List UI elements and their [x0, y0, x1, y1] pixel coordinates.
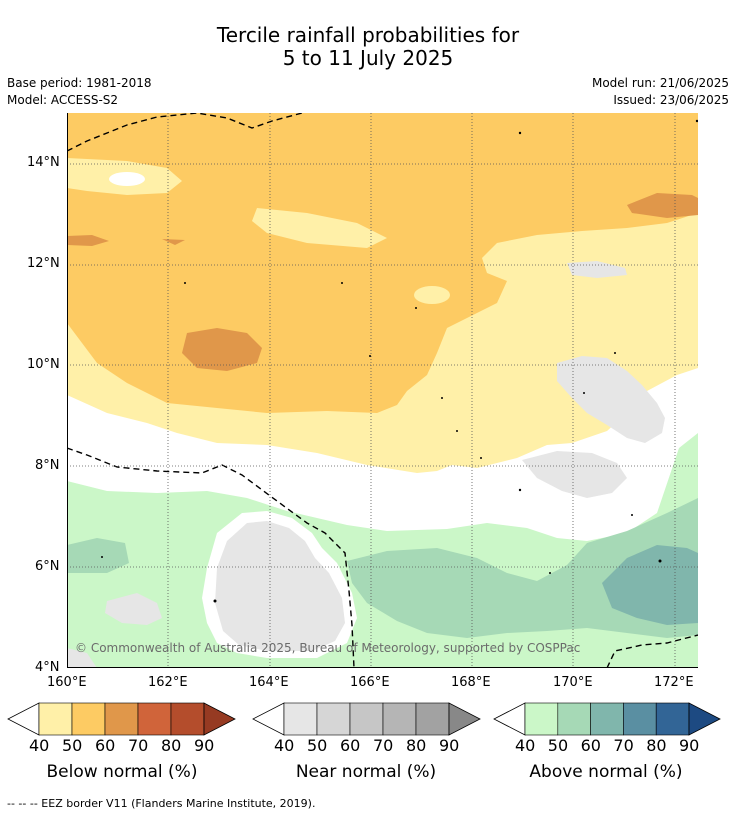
below-normal-60-region-4	[162, 239, 185, 245]
colorbar-segment	[557, 702, 591, 736]
colorbar-tick-label: 70	[373, 736, 394, 755]
near-normal-region-east	[557, 356, 665, 443]
colorbar-under-arrow	[493, 702, 526, 736]
lon-tick-162: 162°E	[148, 675, 188, 690]
gridlines	[67, 113, 698, 668]
copyright-text: © Commonwealth of Australia 2025, Bureau…	[75, 641, 581, 655]
colorbar-segment	[623, 702, 657, 736]
colorbar-tick-label: 40	[274, 736, 295, 755]
colorbar-segment	[524, 702, 559, 736]
lon-tick-166: 166°E	[350, 675, 390, 690]
above-normal-60-region	[602, 545, 698, 625]
lon-tick-164: 164°E	[249, 675, 289, 690]
colorbar-over-arrow	[203, 702, 236, 736]
below-normal-60-region-2	[627, 193, 698, 218]
near-normal-small	[105, 593, 162, 625]
colorbar-over-arrow	[448, 702, 481, 736]
colorbar-segment	[415, 702, 450, 736]
colorbar-tick-label: 70	[128, 736, 149, 755]
colorbar-tick-label: 60	[95, 736, 116, 755]
model-run: Model run: 21/06/2025	[591, 76, 729, 90]
near-normal-region-west-grey	[215, 521, 345, 651]
eez-footnote: -- -- -- EEZ border V11 (Flanders Marine…	[7, 797, 316, 810]
colorbar-0	[7, 702, 236, 736]
colorbar-tick-label: 80	[406, 736, 427, 755]
colorbar-tick-label: 80	[161, 736, 182, 755]
colorbar-segment	[349, 702, 384, 736]
colorbar-segment	[316, 702, 351, 736]
model-name: Model: ACCESS-S2	[7, 93, 119, 107]
base-period: Base period: 1981-2018	[7, 76, 152, 90]
eez-border-southeast	[606, 634, 698, 668]
colorbar-tick-label: 40	[515, 736, 536, 755]
white-hole	[109, 172, 145, 186]
colorbar-segment	[655, 702, 690, 736]
probability-map: © Commonwealth of Australia 2025, Bureau…	[67, 113, 698, 668]
colorbar-tick-label: 80	[646, 736, 667, 755]
near-normal-small-2	[67, 648, 97, 668]
colorbar-tick-label: 50	[307, 736, 328, 755]
title-line-2: 5 to 11 July 2025	[282, 46, 454, 70]
below-normal-40-blob	[414, 286, 450, 304]
issued-date: Issued: 23/06/2025	[613, 93, 729, 107]
lat-tick-12: 12°N	[27, 256, 60, 271]
map-frame	[67, 113, 698, 668]
lat-tick-6: 6°N	[35, 559, 60, 574]
colorbar-segment	[283, 702, 318, 736]
lon-tick-170: 170°E	[553, 675, 593, 690]
lon-tick-172: 172°E	[654, 675, 694, 690]
colorbar-tick-label: 90	[194, 736, 215, 755]
colorbar-segment	[71, 702, 106, 736]
colorbar-segment	[104, 702, 139, 736]
colorbar-1	[252, 702, 481, 736]
colorbar-tick-label: 60	[340, 736, 361, 755]
colorbar-tick-label: 60	[580, 736, 601, 755]
colorbar-over-arrow	[688, 702, 721, 736]
colorbar-segment	[38, 702, 73, 736]
colorbar-tick-label: 70	[613, 736, 634, 755]
colorbar-2	[493, 702, 721, 736]
title-line-1: Tercile rainfall probabilities for	[216, 23, 520, 47]
colorbar-segment	[170, 702, 205, 736]
below-normal-40-inlet-2	[252, 208, 387, 248]
lat-tick-8: 8°N	[35, 458, 60, 473]
colorbar-tick-label: 90	[679, 736, 700, 755]
eez-border-southwest	[67, 447, 355, 668]
near-normal-region-northeast	[567, 261, 627, 278]
colorbar-segment	[590, 702, 624, 736]
colorbar-under-arrow	[7, 702, 40, 736]
colorbar-title-above: Above normal (%)	[529, 762, 683, 782]
below-normal-60-region-3	[67, 235, 109, 246]
colorbar-tick-label: 40	[29, 736, 50, 755]
near-normal-region-east-2	[522, 451, 627, 498]
lat-tick-4: 4°N	[35, 660, 60, 675]
colorbar-tick-label: 50	[547, 736, 569, 755]
colorbar-title-below: Below normal (%)	[46, 762, 198, 782]
below-normal-60-region	[182, 328, 262, 371]
lat-tick-10: 10°N	[27, 357, 60, 372]
above-normal-50-region-2	[67, 538, 129, 573]
colorbar-segment	[137, 702, 172, 736]
lat-tick-14: 14°N	[27, 155, 60, 170]
map-svg	[67, 113, 698, 668]
lon-tick-168: 168°E	[451, 675, 491, 690]
colorbar-tick-label: 90	[439, 736, 460, 755]
colorbar-tick-label: 50	[62, 736, 83, 755]
lon-tick-160: 160°E	[47, 675, 87, 690]
colorbar-under-arrow	[252, 702, 285, 736]
island-marks	[101, 119, 698, 603]
colorbar-title-near: Near normal (%)	[295, 762, 437, 782]
colorbar-segment	[382, 702, 417, 736]
